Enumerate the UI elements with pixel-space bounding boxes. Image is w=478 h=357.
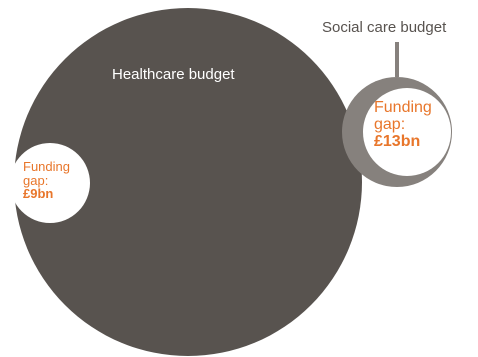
healthcare-budget-circle (14, 8, 362, 356)
social-care-funding-gap-value: £13bn (374, 132, 421, 150)
social-care-funding-gap-circle (363, 88, 451, 176)
social-care-funding-gap: Funding gap: £13bn (374, 99, 432, 150)
social-care-funding-gap-label: Funding gap: (374, 99, 432, 133)
healthcare-funding-gap-value: £9bn (23, 186, 54, 202)
healthcare-funding-gap-circle (10, 143, 90, 223)
social-care-budget-label: Social care budget (322, 19, 447, 36)
healthcare-budget-label: Healthcare budget (112, 66, 235, 83)
healthcare-funding-gap-label: Funding gap: (23, 159, 70, 188)
healthcare-funding-gap: Funding gap: £9bn (23, 160, 70, 201)
